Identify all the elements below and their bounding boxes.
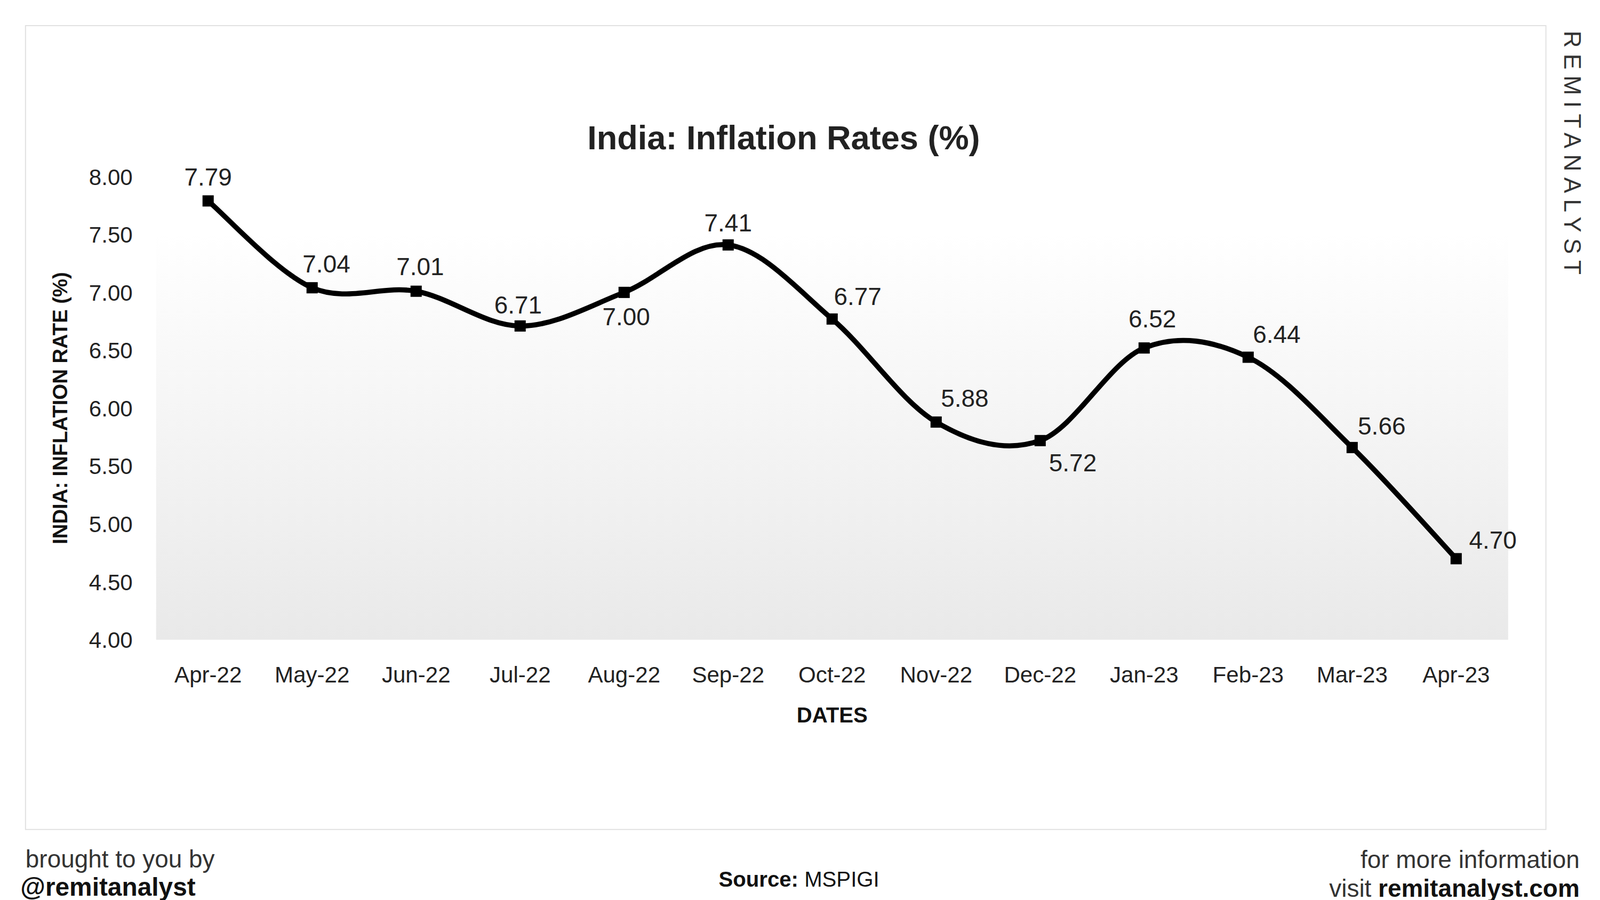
y-tick <box>152 523 157 525</box>
x-tick-label: Aug-22 <box>587 662 661 688</box>
source: Source: MSPIGI <box>718 867 879 892</box>
marker <box>722 239 734 251</box>
y-tick-label: 7.00 <box>89 280 133 306</box>
data-label: 6.71 <box>494 291 542 319</box>
x-tick-label: Apr-23 <box>1422 662 1490 688</box>
marker <box>202 195 214 207</box>
info-visit: visit <box>1329 874 1379 900</box>
y-axis-title: INDIA: INFLATION RATE (%) <box>48 272 72 545</box>
x-tick-label: Jan-23 <box>1109 662 1179 688</box>
data-label: 5.72 <box>1049 449 1097 477</box>
data-label: 7.04 <box>302 250 350 278</box>
y-tick-label: 7.50 <box>89 222 133 248</box>
y-tick-label: 4.50 <box>89 570 133 596</box>
marker <box>618 286 630 299</box>
data-label: 7.79 <box>184 163 232 191</box>
x-tick-label: Mar-23 <box>1316 662 1388 688</box>
credit-handle: @remitanalyst <box>20 873 196 900</box>
y-tick <box>152 349 157 351</box>
x-tick-label: Apr-22 <box>174 662 242 688</box>
marker <box>930 416 942 428</box>
x-tick-label: Oct-22 <box>798 662 866 688</box>
y-tick <box>152 639 157 641</box>
x-tick-label: Jun-22 <box>381 662 451 688</box>
x-tick-label: Sep-22 <box>691 662 765 688</box>
y-tick-label: 8.00 <box>89 164 133 190</box>
data-label: 6.44 <box>1252 320 1301 349</box>
y-tick <box>152 408 157 410</box>
data-label: 7.00 <box>602 302 650 331</box>
marker <box>1138 342 1150 354</box>
data-label: 7.01 <box>396 252 444 281</box>
info-url: remitanalyst.com <box>1378 874 1580 900</box>
data-label: 5.66 <box>1357 412 1406 440</box>
y-tick-label: 6.00 <box>89 396 133 422</box>
title: India: Inflation Rates (%) <box>587 118 980 157</box>
y-tick-label: 6.50 <box>89 338 133 364</box>
credit-text: brought to you by <box>25 845 215 874</box>
x-axis-title: DATES <box>796 703 868 728</box>
data-label: 6.52 <box>1128 305 1176 333</box>
x-tick-label: Jul-22 <box>489 662 551 688</box>
chart: India: Inflation Rates (%) INDIA: INFLATI… <box>0 0 1600 900</box>
line <box>208 201 1456 559</box>
source-label: Source: <box>718 867 799 892</box>
source-value: MSPIGI <box>798 867 880 892</box>
marker <box>1034 435 1046 447</box>
data-label: 5.88 <box>940 384 989 413</box>
y-tick-label: 5.50 <box>89 453 133 479</box>
y-tick-label: 5.00 <box>89 512 133 538</box>
data-label: 4.70 <box>1469 526 1517 555</box>
data-label: 7.41 <box>704 209 752 237</box>
y-tick <box>152 581 157 583</box>
x-tick-label: Dec-22 <box>1003 662 1077 688</box>
info-text: for more information <box>1360 845 1580 874</box>
x-tick-label: May-22 <box>274 662 350 688</box>
y-tick-label: 4.00 <box>89 627 133 653</box>
x-tick-label: Feb-23 <box>1212 662 1284 688</box>
marker <box>826 313 838 325</box>
marker <box>1346 442 1358 454</box>
marker <box>306 282 318 294</box>
marker <box>1242 351 1254 363</box>
y-tick <box>152 234 157 236</box>
y-tick <box>152 465 157 467</box>
marker <box>1450 553 1462 565</box>
info-link: visit remitanalyst.com <box>1329 874 1580 900</box>
y-tick <box>152 291 157 293</box>
y-tick <box>152 176 157 178</box>
watermark: REMITANALYST <box>1559 30 1586 282</box>
data-label: 6.77 <box>833 282 882 311</box>
data-group <box>202 195 1462 565</box>
x-tick-label: Nov-22 <box>899 662 973 688</box>
frame <box>25 25 1547 830</box>
marker <box>514 320 526 332</box>
marker <box>410 285 422 298</box>
